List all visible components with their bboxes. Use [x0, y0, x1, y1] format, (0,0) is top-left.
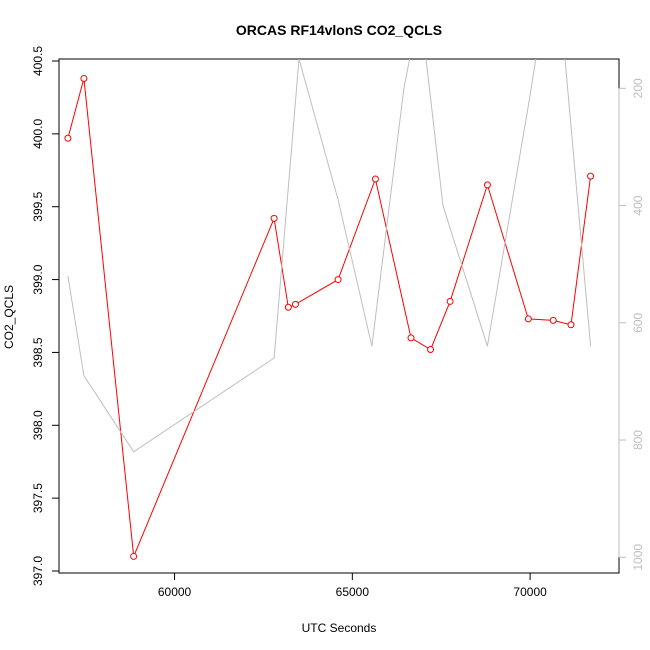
y-axis-label: CO2_QCLS	[2, 285, 16, 349]
data-point	[334, 276, 342, 284]
y2-tick-label: 1000	[631, 544, 645, 571]
y-tick-label: 397.5	[31, 483, 45, 513]
data-point	[567, 321, 575, 329]
data-point	[549, 316, 557, 324]
data-point	[80, 74, 88, 82]
data-point	[483, 181, 491, 189]
data-point	[427, 346, 435, 354]
y2-tick-label: 600	[631, 312, 645, 332]
data-point	[270, 214, 278, 222]
chart-title: ORCAS RF14vlonS CO2_QCLS	[236, 22, 442, 38]
data-point	[64, 134, 72, 142]
y-tick-label: 398.5	[31, 337, 45, 367]
x-tick-label: 70000	[513, 585, 547, 599]
y2-tick-label: 400	[631, 195, 645, 215]
y-tick-label: 400.5	[31, 46, 45, 76]
y-tick-label: 398.0	[31, 410, 45, 440]
x-axis-label: UTC Seconds	[302, 621, 377, 635]
x-tick-label: 65000	[336, 585, 370, 599]
y2-tick-label: 800	[631, 430, 645, 450]
data-point	[130, 552, 138, 560]
plot-frame	[58, 58, 620, 574]
y-tick-label: 399.5	[31, 191, 45, 221]
data-point	[284, 303, 292, 311]
plot-marks: 60000 65000 70000 397.0 397.5 398.0 398.5 399.0…	[31, 46, 645, 599]
y2-tick-label: 200	[631, 78, 645, 98]
series-group	[64, 59, 595, 560]
y-tick-label: 399.0	[31, 264, 45, 294]
series-line-1	[67, 78, 592, 557]
x-tick-label: 60000	[158, 585, 192, 599]
data-point	[524, 315, 532, 323]
data-point	[446, 297, 454, 305]
data-point	[371, 175, 379, 183]
data-point	[407, 334, 415, 342]
series-line-2	[67, 59, 592, 453]
y-tick-label: 400.0	[31, 119, 45, 149]
data-point	[587, 172, 595, 180]
data-point	[291, 300, 299, 308]
y-tick-label: 397.0	[31, 556, 45, 586]
